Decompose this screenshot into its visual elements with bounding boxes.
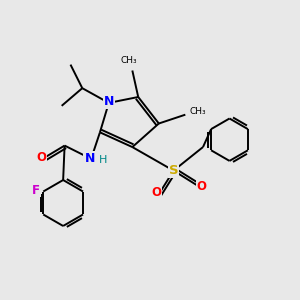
Text: H: H bbox=[99, 155, 108, 165]
Text: N: N bbox=[85, 152, 95, 165]
Text: S: S bbox=[169, 164, 178, 177]
Text: O: O bbox=[36, 151, 46, 164]
Text: O: O bbox=[196, 180, 206, 193]
Text: CH₃: CH₃ bbox=[190, 107, 206, 116]
Text: CH₃: CH₃ bbox=[121, 56, 137, 64]
Text: F: F bbox=[32, 184, 40, 196]
Text: O: O bbox=[151, 186, 161, 199]
Text: N: N bbox=[103, 95, 114, 108]
